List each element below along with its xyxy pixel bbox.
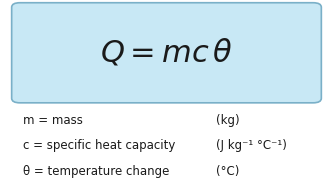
Text: c = specific heat capacity: c = specific heat capacity	[23, 139, 176, 152]
Text: θ = temperature change: θ = temperature change	[23, 165, 170, 178]
Text: (°C): (°C)	[216, 165, 240, 178]
Text: $\mathit{Q} = \mathit{mc}\,\theta$: $\mathit{Q} = \mathit{mc}\,\theta$	[100, 37, 233, 68]
Text: (J kg⁻¹ °C⁻¹): (J kg⁻¹ °C⁻¹)	[216, 139, 287, 152]
FancyBboxPatch shape	[12, 3, 321, 103]
Text: (kg): (kg)	[216, 114, 240, 127]
Text: m = mass: m = mass	[23, 114, 83, 127]
